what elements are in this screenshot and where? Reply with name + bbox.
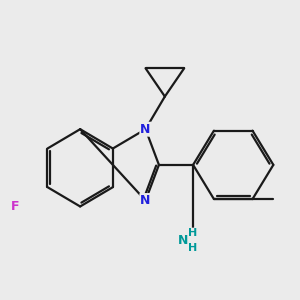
Text: H: H [188,228,198,238]
Text: H: H [188,243,198,253]
Text: N: N [140,194,151,207]
Text: N: N [178,234,188,247]
Text: F: F [11,200,19,213]
Text: N: N [140,123,151,136]
